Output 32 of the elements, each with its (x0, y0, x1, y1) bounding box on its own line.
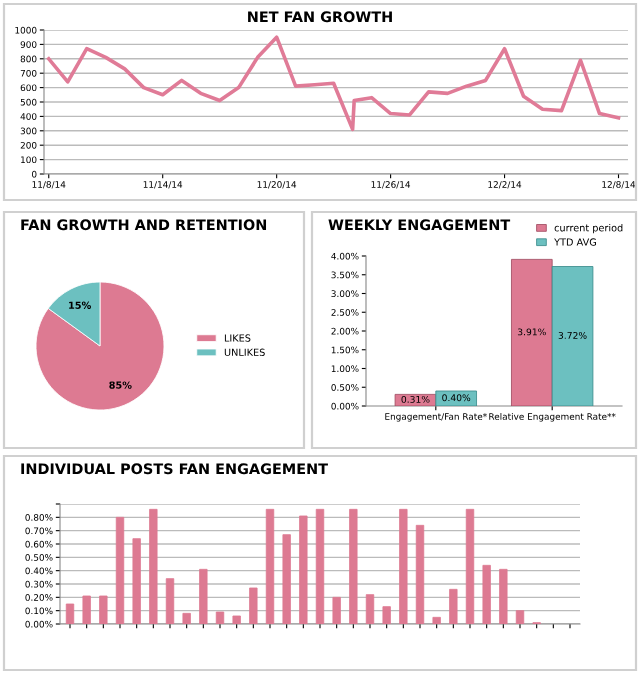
bar (282, 534, 291, 624)
pie-slice (35, 281, 165, 411)
bar (382, 606, 391, 624)
bar (165, 578, 175, 624)
bar (465, 508, 475, 624)
bar (482, 564, 491, 624)
bar (299, 515, 308, 624)
bar (499, 568, 508, 624)
bar (511, 258, 553, 406)
bar (435, 390, 477, 406)
bar (115, 516, 125, 624)
bar (265, 508, 275, 624)
bar (132, 538, 141, 624)
bar (249, 587, 258, 624)
bar (349, 508, 358, 624)
bar (449, 588, 458, 624)
bar (432, 616, 441, 624)
bar (315, 508, 325, 624)
bar (551, 266, 594, 406)
bar (182, 612, 191, 624)
bar (199, 568, 208, 624)
bar (99, 595, 108, 624)
bar (365, 594, 375, 624)
bar (415, 524, 425, 624)
bar (399, 508, 408, 624)
bar (515, 610, 525, 624)
bar (65, 603, 75, 624)
bar (149, 508, 158, 624)
bar (232, 615, 241, 624)
bar (215, 611, 225, 624)
bar (332, 596, 341, 624)
bar (82, 595, 91, 624)
